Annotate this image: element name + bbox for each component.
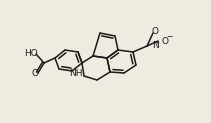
- Text: −: −: [166, 32, 172, 41]
- Text: N: N: [152, 41, 159, 51]
- Text: +: +: [154, 39, 160, 45]
- Text: NH: NH: [69, 69, 83, 78]
- Text: O: O: [152, 28, 159, 37]
- Text: O: O: [31, 69, 38, 78]
- Text: HO: HO: [24, 49, 38, 59]
- Text: O: O: [162, 37, 169, 46]
